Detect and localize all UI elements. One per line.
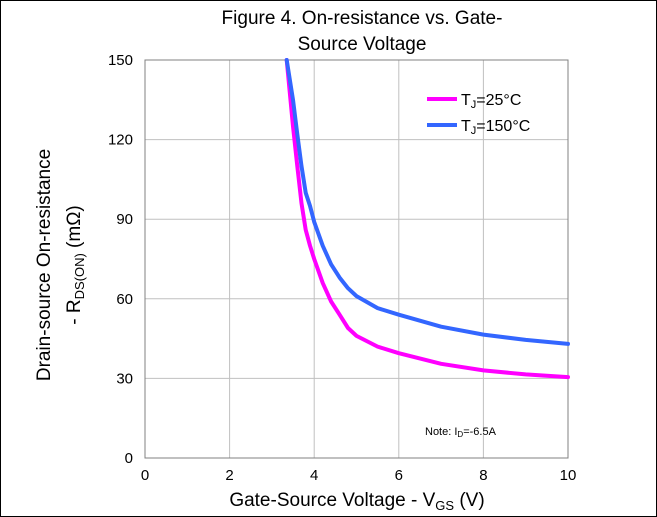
y-tick-labels: 0 30 60 90 120 150	[108, 52, 133, 467]
series-lines	[284, 58, 570, 380]
note-id-current: Note: ID=-6.5A	[425, 426, 497, 439]
y-tick-label: 90	[116, 211, 133, 228]
x-tick-label: 2	[225, 467, 233, 484]
y-tick-label: 30	[116, 370, 133, 387]
y-tick-label: 120	[108, 132, 133, 149]
plot-area-border	[144, 59, 569, 459]
legend-label-tj-25: TJ=25°C	[461, 92, 521, 111]
chart-title-line-1: Figure 4. On-resistance vs. Gate-	[222, 8, 503, 29]
y-tick-label: 150	[108, 52, 133, 69]
series-line-1	[284, 58, 570, 346]
series-line-0	[284, 58, 570, 380]
y-tick-label: 60	[116, 291, 133, 308]
y-axis-label-line-2: - RDS(ON) (mΩ)	[64, 205, 87, 325]
x-tick-labels: 0 2 4 6 8 10	[141, 467, 577, 484]
y-tick-label: 0	[125, 450, 133, 467]
legend: TJ=25°C TJ=150°C	[427, 92, 530, 137]
x-tick-label: 8	[479, 467, 487, 484]
x-tick-label: 6	[395, 467, 403, 484]
legend-label-tj-150: TJ=150°C	[461, 118, 530, 137]
x-axis-label: Gate-Source Voltage - VGS (V)	[229, 490, 484, 513]
x-tick-label: 0	[141, 467, 149, 484]
x-tick-label: 4	[310, 467, 318, 484]
x-tick-label: 10	[560, 467, 577, 484]
y-axis-label-line-1: Drain-source On-resistance	[34, 149, 55, 381]
chart-title-line-2: Source Voltage	[298, 34, 427, 55]
